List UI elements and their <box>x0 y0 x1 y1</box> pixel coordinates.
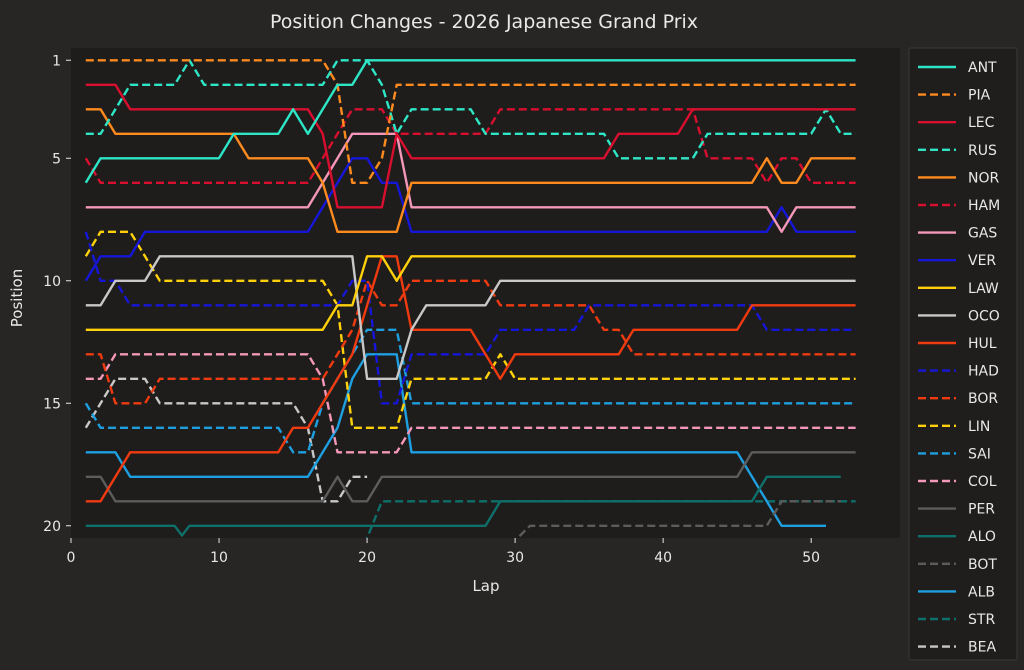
series-line-lin <box>84 230 856 429</box>
x-tick-label: 10 <box>210 550 228 566</box>
series-line-rus <box>85 59 856 160</box>
legend-label-ant: ANT <box>968 60 997 76</box>
series-line-had <box>84 231 856 405</box>
x-tick-label: 30 <box>506 550 524 566</box>
x-tick-label: 20 <box>358 550 376 566</box>
legend-label-had: HAD <box>968 364 999 380</box>
x-tick-label: 0 <box>67 550 76 566</box>
legend-box <box>908 47 1018 661</box>
y-tick-label: 10 <box>43 274 61 290</box>
y-tick-label: 5 <box>52 151 61 167</box>
legend-label-oco: OCO <box>968 308 1000 324</box>
series-line-alo <box>85 475 841 537</box>
plot-area <box>71 48 900 538</box>
legend: ANT PIA LEC RUS NOR HAM GAS VER LAW OCO HUL HAD BOR L… <box>908 47 1018 661</box>
series-line-per <box>85 451 856 503</box>
series-line-alb <box>85 353 826 527</box>
x-axis-label: Lap <box>472 577 499 595</box>
legend-label-pia: PIA <box>968 88 991 104</box>
legend-label-alb: ALB <box>968 584 995 600</box>
series-line-ant <box>84 59 856 184</box>
y-axis-label: Position <box>8 269 26 327</box>
legend-label-col: COL <box>968 474 997 490</box>
legend-label-alo: ALO <box>968 529 996 545</box>
legend-label-ver: VER <box>968 253 996 269</box>
legend-label-hul: HUL <box>968 336 997 352</box>
legend-label-bot: BOT <box>968 557 997 573</box>
legend-label-rus: RUS <box>968 143 997 159</box>
legend-label-law: LAW <box>968 281 999 297</box>
legend-label-lin: LIN <box>968 419 990 435</box>
y-tick-label: 15 <box>43 396 61 412</box>
legend-label-bea: BEA <box>968 640 996 656</box>
series-lines <box>84 59 856 538</box>
series-line-pia <box>85 59 856 184</box>
series-line-nor <box>85 108 856 233</box>
legend-label-ham: HAM <box>968 198 1000 214</box>
legend-label-str: STR <box>968 612 995 628</box>
y-tick-label: 1 <box>52 53 61 69</box>
legend-label-lec: LEC <box>968 115 995 131</box>
series-line-col <box>85 353 856 454</box>
chart-title: Position Changes - 2026 Japanese Grand P… <box>270 11 698 33</box>
series-line-law <box>85 255 856 331</box>
legend-label-nor: NOR <box>968 170 999 186</box>
series-line-lec <box>85 83 856 209</box>
series-line-bea <box>84 377 368 503</box>
legend-label-per: PER <box>968 502 995 518</box>
x-tick-label: 40 <box>654 550 672 566</box>
series-line-oco <box>85 255 856 380</box>
series-line-ham <box>84 108 856 184</box>
x-tick-label: 50 <box>802 550 820 566</box>
series-line-bot <box>515 500 841 538</box>
legend-label-sai: SAI <box>968 446 991 462</box>
legend-label-bor: BOR <box>968 391 998 407</box>
legend-label-gas: GAS <box>968 226 997 242</box>
series-line-bor <box>85 279 856 405</box>
y-tick-label: 20 <box>43 519 61 535</box>
